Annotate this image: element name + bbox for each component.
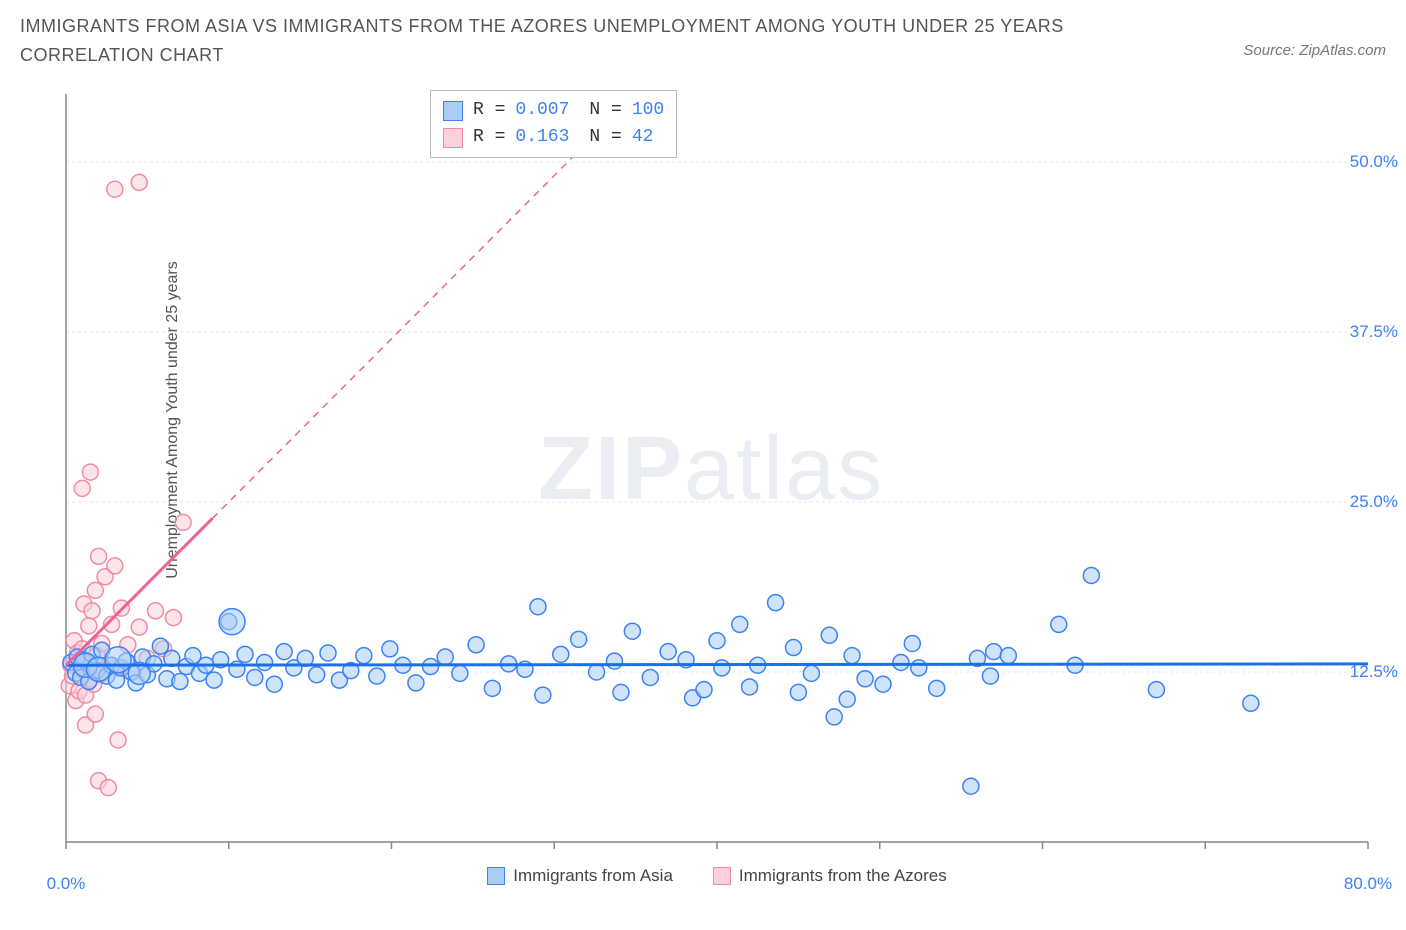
source-citation: Source: ZipAtlas.com [1243, 42, 1386, 59]
legend-item-blue: Immigrants from Asia [487, 866, 673, 886]
y-tick-label: 50.0% [1350, 152, 1398, 172]
stats-n-value: 100 [632, 97, 664, 124]
stats-box: R = 0.007 N = 100 R = 0.163 N = 42 [430, 90, 677, 158]
scatter-chart [58, 88, 1376, 858]
y-tick-label: 12.5% [1350, 662, 1398, 682]
legend-swatch-blue [487, 867, 505, 885]
stats-row: R = 0.163 N = 42 [443, 124, 664, 151]
stats-r-label: R = [473, 97, 505, 124]
stats-swatch [443, 128, 463, 148]
stats-row: R = 0.007 N = 100 [443, 97, 664, 124]
stats-n-label: N = [589, 124, 621, 151]
stats-n-label: N = [589, 97, 621, 124]
legend-item-pink: Immigrants from the Azores [713, 866, 947, 886]
y-tick-labels: 25.0% 50.0% 12.5% 37.5% [1338, 88, 1398, 858]
stats-swatch [443, 101, 463, 121]
stats-n-value: 42 [632, 124, 654, 151]
stats-r-value: 0.163 [515, 124, 569, 151]
bottom-legend: Immigrants from Asia Immigrants from the… [58, 866, 1376, 886]
stats-r-value: 0.007 [515, 97, 569, 124]
source-name: ZipAtlas.com [1299, 42, 1386, 59]
legend-label-blue: Immigrants from Asia [513, 866, 673, 886]
legend-swatch-pink [713, 867, 731, 885]
chart-title: IMMIGRANTS FROM ASIA VS IMMIGRANTS FROM … [20, 12, 1120, 70]
legend-label-pink: Immigrants from the Azores [739, 866, 947, 886]
stats-r-label: R = [473, 124, 505, 151]
y-tick-label: 37.5% [1350, 322, 1398, 342]
y-tick-label: 25.0% [1350, 492, 1398, 512]
source-prefix: Source: [1243, 42, 1299, 59]
plot-area: ZIPatlas [58, 88, 1376, 858]
title-row: IMMIGRANTS FROM ASIA VS IMMIGRANTS FROM … [20, 12, 1386, 70]
